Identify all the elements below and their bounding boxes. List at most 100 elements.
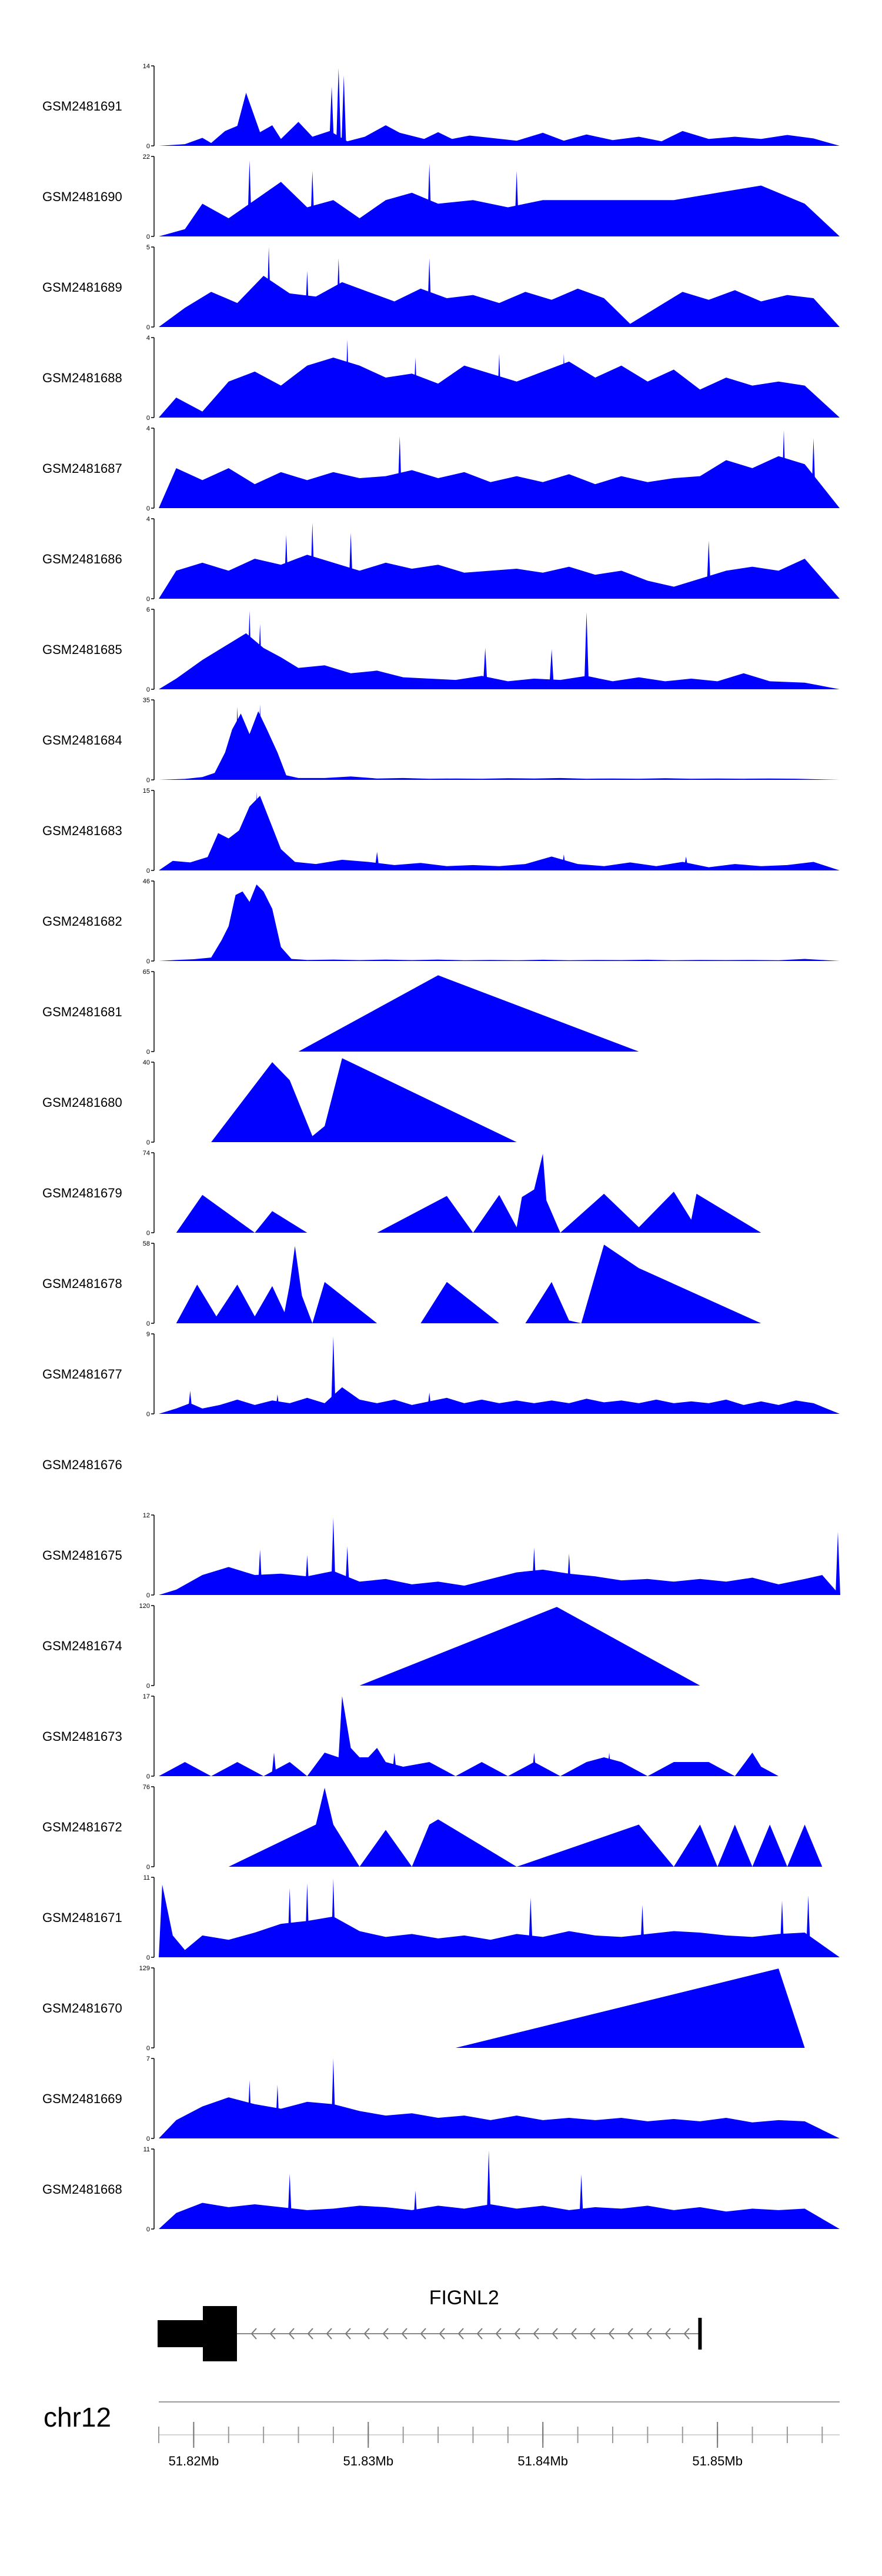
- track-GSM2481690: GSM2481690 22 0: [42, 154, 840, 241]
- y-zero-label: 0: [146, 686, 150, 693]
- track-GSM2481682: GSM2481682 46 0: [42, 878, 840, 965]
- coverage-peak: [427, 1392, 432, 1414]
- y-max-label: 14: [143, 63, 150, 70]
- strand-arrow-icon: [664, 2328, 671, 2340]
- coverage-peak: [310, 171, 315, 236]
- y-zero-label: 0: [146, 1230, 150, 1237]
- y-max-label: 4: [146, 335, 150, 342]
- coverage-peak: [275, 2084, 280, 2138]
- coverage-peak: [258, 1549, 263, 1595]
- y-zero-label: 0: [146, 1049, 150, 1056]
- strand-arrow-icon: [326, 2328, 332, 2340]
- track-label: GSM2481675: [42, 1548, 122, 1563]
- gene-model: FIGNL2: [158, 2287, 702, 2361]
- coverage-peak: [427, 163, 432, 236]
- y-zero-label: 0: [146, 2226, 150, 2233]
- track-GSM2481671: GSM2481671 11 0: [42, 1874, 840, 1961]
- coverage-peak: [549, 649, 554, 689]
- y-max-label: 74: [143, 1150, 150, 1157]
- coverage-area: [159, 1884, 840, 1957]
- coverage-peak: [579, 2174, 584, 2229]
- coverage-peak: [247, 160, 252, 236]
- coverage-area: [159, 1696, 840, 1776]
- track-label: GSM2481671: [42, 1910, 122, 1925]
- y-zero-label: 0: [146, 2135, 150, 2143]
- axis-tick-label: 51.84Mb: [517, 2454, 568, 2468]
- coverage-peak: [514, 171, 519, 236]
- track-label: GSM2481683: [42, 823, 122, 838]
- coverage-peak: [247, 2080, 252, 2138]
- coverage-area: [159, 711, 840, 780]
- coverage-area: [159, 92, 840, 146]
- coverage-peak: [345, 1546, 350, 1595]
- track-GSM2481670: GSM2481670 129 0: [42, 1965, 805, 2052]
- coverage-tracks: GSM2481691140GSM2481690220GSM248168950GS…: [42, 63, 840, 2233]
- track-GSM2481674: GSM2481674 120 0: [42, 1603, 700, 1690]
- coverage-area: [359, 1607, 700, 1686]
- strand-arrow-icon: [646, 2328, 652, 2340]
- strand-arrow-icon: [250, 2328, 257, 2340]
- strand-arrow-icon: [476, 2328, 483, 2340]
- y-max-label: 5: [146, 244, 150, 251]
- track-GSM2481686: GSM2481686 4 0: [42, 516, 840, 603]
- coverage-peak: [413, 2190, 418, 2229]
- coverage-peak: [305, 271, 310, 327]
- track-label: GSM2481689: [42, 280, 122, 295]
- track-label: GSM2481691: [42, 99, 122, 114]
- strand-arrow-icon: [420, 2328, 426, 2340]
- track-GSM2481680: GSM2481680 40 0: [42, 1058, 517, 1146]
- coverage-peak: [811, 438, 816, 508]
- y-zero-label: 0: [146, 415, 150, 422]
- y-zero-label: 0: [146, 1592, 150, 1599]
- coverage-peak: [497, 353, 502, 418]
- track-label: GSM2481672: [42, 1820, 122, 1834]
- coverage-area: [159, 884, 840, 961]
- coverage-peak: [348, 532, 353, 599]
- y-zero-label: 0: [146, 1139, 150, 1146]
- y-max-label: 17: [143, 1693, 150, 1700]
- strand-arrow-icon: [514, 2328, 520, 2340]
- coverage-peak: [683, 856, 689, 870]
- y-zero-label: 0: [146, 233, 150, 241]
- y-max-label: 4: [146, 516, 150, 523]
- y-zero-label: 0: [146, 143, 150, 150]
- y-max-label: 22: [143, 154, 150, 161]
- coverage-peak: [532, 1753, 537, 1776]
- strand-arrow-icon: [570, 2328, 577, 2340]
- track-label: GSM2481679: [42, 1186, 122, 1200]
- genome-axis: chr12 51.82Mb 51.83Mb 51.84Mb 51.85Mb: [44, 2401, 840, 2468]
- y-zero-label: 0: [146, 777, 150, 784]
- chromosome-label: chr12: [44, 2402, 111, 2432]
- y-zero-label: 0: [146, 596, 150, 603]
- strand-arrow-icon: [627, 2328, 633, 2340]
- coverage-peak: [266, 247, 272, 327]
- coverage-peak: [345, 339, 350, 418]
- coverage-area: [159, 276, 840, 327]
- coverage-area: [176, 1244, 840, 1323]
- track-label: GSM2481668: [42, 2182, 122, 2197]
- axis-tick-label: 51.83Mb: [343, 2454, 393, 2468]
- axis-ticks: 51.82Mb 51.83Mb 51.84Mb 51.85Mb: [158, 2422, 840, 2468]
- coverage-peak: [275, 1394, 280, 1414]
- coverage-peak: [561, 353, 566, 418]
- strand-arrow-icon: [439, 2328, 445, 2340]
- y-zero-label: 0: [146, 1683, 150, 1690]
- y-zero-label: 0: [146, 2045, 150, 2052]
- coverage-peak: [780, 1900, 784, 1957]
- y-max-label: 35: [143, 697, 150, 704]
- coverage-area: [159, 2097, 840, 2138]
- coverage-peak: [188, 1390, 193, 1414]
- coverage-area: [228, 1787, 840, 1867]
- track-label: GSM2481670: [42, 2001, 122, 2016]
- y-zero-label: 0: [146, 1773, 150, 1780]
- y-max-label: 76: [143, 1784, 150, 1791]
- track-GSM2481683: GSM2481683 15 0: [42, 788, 840, 875]
- track-label: GSM2481678: [42, 1276, 122, 1291]
- coverage-area: [159, 1567, 840, 1595]
- coverage-peak: [781, 430, 786, 508]
- coverage-peak: [532, 1547, 537, 1595]
- gene-name-label: FIGNL2: [429, 2287, 499, 2309]
- track-GSM2481675: GSM2481675 12 0: [42, 1512, 840, 1599]
- y-zero-label: 0: [146, 1411, 150, 1418]
